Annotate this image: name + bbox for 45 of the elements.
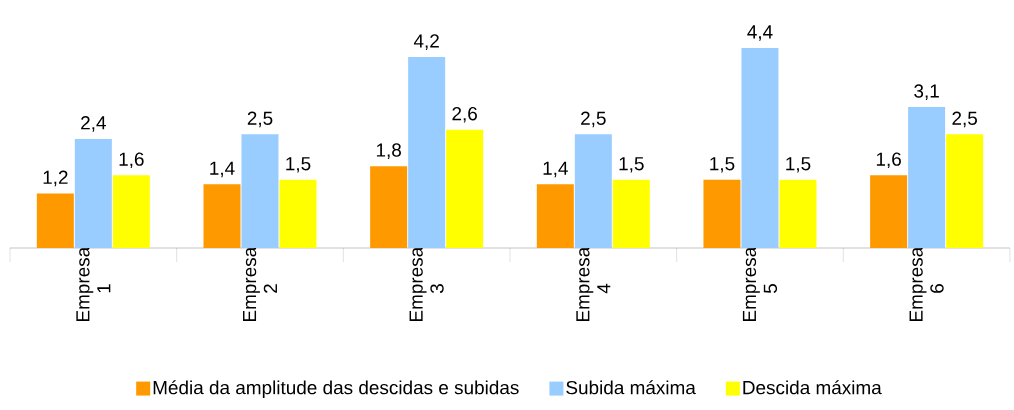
data-label: 3,1 — [914, 84, 939, 100]
x-tick-label: Empresa 3 — [409, 246, 444, 321]
x-tick-label: Empresa 1 — [76, 246, 111, 321]
data-label: 2,4 — [81, 116, 106, 132]
bar — [241, 134, 279, 248]
x-tick-label: Empresa 4 — [576, 246, 611, 321]
data-label: 1,5 — [619, 157, 644, 173]
data-label: 1,4 — [543, 161, 568, 178]
legend-label: Média da amplitude das descidas e subidas — [153, 380, 519, 399]
bar — [74, 138, 112, 248]
bar — [870, 175, 908, 248]
data-label: 1,5 — [786, 157, 811, 173]
bar — [408, 57, 446, 248]
bar — [203, 184, 241, 248]
legend-label: Subida máxima — [566, 380, 696, 395]
data-label: 1,5 — [710, 157, 735, 173]
data-label: 1,2 — [43, 170, 68, 187]
x-tick-label: Empresa 6 — [909, 246, 944, 321]
data-label: 4,4 — [747, 25, 773, 41]
bar — [446, 129, 484, 248]
bar — [612, 179, 650, 248]
data-label: 2,6 — [452, 106, 477, 123]
data-label: 1,8 — [376, 143, 401, 159]
bar — [574, 134, 612, 248]
bar — [536, 184, 574, 248]
data-label: 2,5 — [952, 111, 977, 128]
bar — [112, 175, 150, 248]
x-tick-label: Empresa 5 — [742, 246, 778, 321]
data-label: 1,6 — [876, 152, 901, 169]
bar — [279, 179, 317, 248]
legend-label: Descida máxima — [743, 380, 882, 395]
data-label: 2,5 — [247, 111, 273, 128]
bar — [36, 193, 74, 248]
x-tick-label: Empresa 2 — [243, 246, 277, 321]
bar — [946, 134, 984, 248]
data-label: 1,4 — [210, 161, 235, 178]
data-label: 1,6 — [119, 152, 144, 169]
bar — [741, 48, 779, 248]
data-label: 2,5 — [581, 111, 606, 128]
bar — [779, 179, 817, 248]
bar — [703, 179, 741, 248]
bar — [370, 166, 408, 248]
data-label: 1,5 — [286, 157, 311, 173]
data-label: 4,2 — [413, 34, 439, 50]
bar — [908, 107, 946, 248]
